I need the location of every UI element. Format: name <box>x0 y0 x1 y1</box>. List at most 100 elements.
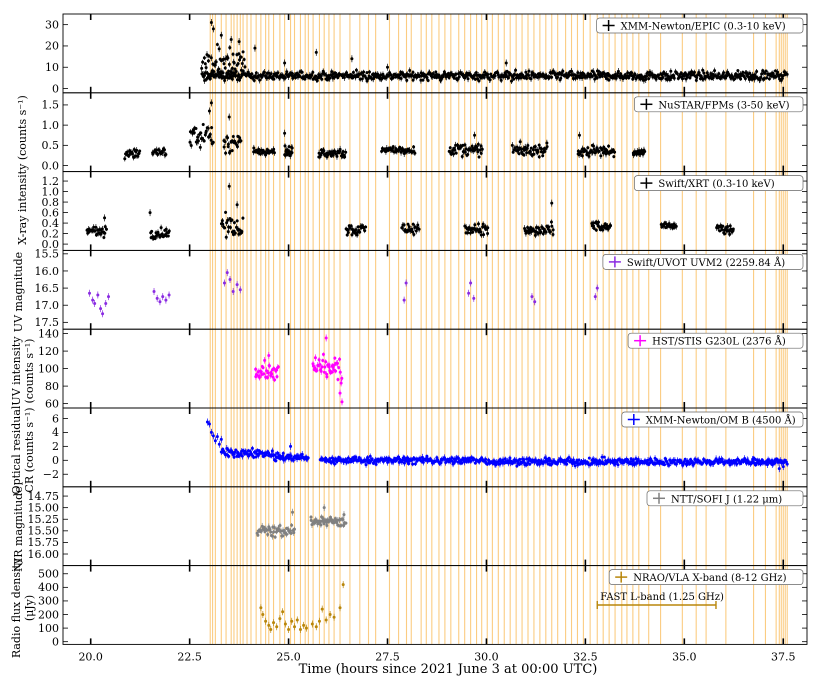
data-point <box>364 225 368 229</box>
data-point <box>590 74 594 78</box>
data-point <box>318 362 322 366</box>
data-point <box>720 228 724 232</box>
data-point <box>248 449 252 453</box>
legend-box <box>596 17 804 34</box>
data-point <box>262 70 266 74</box>
data-point <box>235 145 239 149</box>
data-point <box>576 71 580 75</box>
data-point <box>549 220 553 224</box>
data-point <box>315 368 319 372</box>
data-point <box>471 230 475 234</box>
series-points <box>254 334 344 406</box>
data-point <box>405 459 409 463</box>
data-point <box>351 70 355 74</box>
legend-label: Swift/XRT (0.3-10 keV) <box>658 179 774 190</box>
data-point <box>156 153 160 157</box>
data-point <box>366 456 370 460</box>
data-point <box>467 291 471 295</box>
data-point <box>479 233 483 237</box>
panel-4: 60 80 100 120 140 HST/STIS G230L (2376 Å) <box>38 327 808 410</box>
data-point <box>125 150 129 154</box>
data-point <box>675 72 679 76</box>
data-point <box>527 73 531 77</box>
y-tick-label: 10 <box>45 61 59 74</box>
panel-0: 0 10 20 30 XMM-Newton/EPIC (0.3-10 keV) <box>45 13 808 95</box>
y-tick-label: 1.0 <box>42 119 60 132</box>
data-point <box>103 231 107 235</box>
data-point <box>771 71 775 75</box>
data-point <box>411 70 415 74</box>
data-point <box>480 147 484 151</box>
data-point <box>674 462 678 466</box>
data-point <box>669 69 673 73</box>
data-point <box>460 461 464 465</box>
data-point <box>354 75 358 79</box>
data-point <box>257 375 261 379</box>
y-tick-label: 0.0 <box>42 238 60 251</box>
data-point <box>269 72 273 76</box>
data-point <box>679 71 683 75</box>
data-point <box>263 358 267 362</box>
data-point <box>367 70 371 74</box>
data-point <box>203 79 207 83</box>
data-point <box>210 126 214 130</box>
data-point <box>320 77 324 81</box>
data-point <box>99 307 103 311</box>
data-point <box>600 455 604 459</box>
data-point <box>208 77 212 81</box>
data-point <box>320 151 324 155</box>
data-point <box>100 227 104 231</box>
data-point <box>330 70 334 74</box>
data-point <box>414 229 418 233</box>
data-point <box>412 145 416 149</box>
data-point <box>785 72 789 76</box>
data-point <box>587 456 591 460</box>
data-point <box>526 143 530 147</box>
data-point <box>362 70 366 74</box>
data-point <box>364 463 368 467</box>
data-point <box>483 224 487 228</box>
data-point <box>285 70 289 74</box>
data-point <box>242 58 246 62</box>
data-point <box>595 76 599 80</box>
data-point <box>611 148 615 152</box>
data-point <box>760 72 764 76</box>
data-point <box>264 453 268 457</box>
data-point <box>239 139 243 143</box>
data-point <box>164 298 168 302</box>
data-point <box>596 220 600 224</box>
data-point <box>194 127 198 131</box>
data-point <box>477 79 481 83</box>
data-point <box>223 140 227 144</box>
data-point <box>450 456 454 460</box>
data-point <box>261 366 265 370</box>
legend-label: HST/STIS G230L (2376 Å) <box>652 336 786 348</box>
data-point <box>223 79 227 83</box>
legend-box <box>602 254 804 270</box>
data-point <box>425 76 429 80</box>
data-point <box>229 38 233 42</box>
data-point <box>200 66 204 70</box>
data-point <box>405 78 409 82</box>
data-point <box>159 226 163 230</box>
data-point <box>407 225 411 229</box>
data-point <box>452 152 456 156</box>
data-point <box>204 66 208 70</box>
data-point <box>421 78 425 82</box>
data-point <box>272 77 276 81</box>
data-point <box>548 459 552 463</box>
data-point <box>231 290 235 294</box>
data-point <box>536 226 540 230</box>
data-point <box>290 71 294 75</box>
data-point <box>604 148 608 152</box>
data-point <box>320 365 324 369</box>
data-point <box>661 75 665 79</box>
data-point <box>311 70 315 74</box>
data-point <box>579 150 583 154</box>
data-point <box>510 79 514 83</box>
data-point <box>212 69 216 73</box>
y-tick-label: 100 <box>38 362 59 375</box>
data-point <box>311 364 315 368</box>
data-point <box>524 463 528 467</box>
